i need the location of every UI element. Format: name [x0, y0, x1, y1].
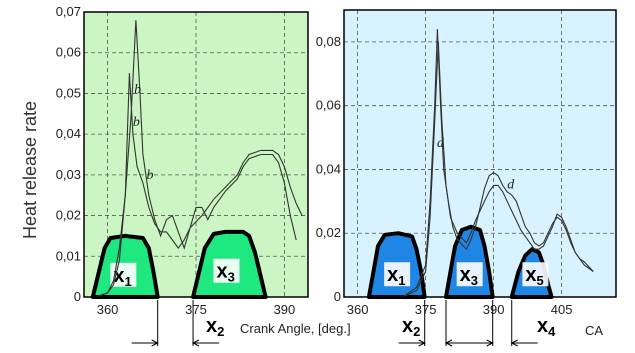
right-xtick-2: 390: [483, 302, 505, 317]
left-ytick-2: 0,02: [56, 208, 81, 223]
right-ytick-4: 0,08: [316, 34, 341, 49]
left-gap-x2-label: x2: [206, 315, 224, 339]
right-curve-label-1-0: d: [437, 136, 445, 151]
right-ytick-0: 0: [334, 289, 341, 304]
right-combustion-segments: x1 x3 x5: [366, 224, 554, 299]
left-curve-label-1-0: b: [134, 82, 141, 97]
right-segment-x3-label-bg: [456, 262, 483, 287]
right-curves: dd: [402, 29, 594, 298]
right-gap-x4-arrow-in: [466, 339, 494, 347]
left-ytick-4: 0,04: [56, 126, 81, 141]
right-xtick-1: 375: [415, 302, 437, 317]
left-xtick-1: 375: [185, 302, 207, 317]
left-gap-x2-arrow-in: [131, 339, 159, 347]
right-gap-x4-arrow-out: [510, 339, 538, 347]
left-gap-x2-arrow-out: [191, 339, 220, 347]
left-xtick-0: 360: [97, 302, 119, 317]
left-xtick-2: 390: [274, 302, 296, 317]
left-plot-frame: [83, 11, 309, 298]
right-segment-x1-label-bg: [384, 262, 411, 287]
left-ytick-1: 0,01: [56, 248, 81, 263]
left-ytick-7: 0,07: [56, 4, 81, 19]
right-xtick-3: 405: [551, 302, 573, 317]
left-ytick-0: 0: [74, 289, 81, 304]
right-plot-frame: [343, 9, 617, 298]
right-gap-x2-arrow-in: [398, 339, 426, 347]
left-segment-x3-label-bg: [213, 258, 240, 283]
x-axis-label: Crank Angle, [deg.]: [240, 321, 351, 336]
left-curve-label-2-1: b: [146, 168, 153, 183]
right-gridlines: [344, 10, 616, 297]
left-chart-panel: x1 x3 b b b 360 375 390 0 0,01 0,02 0,03 0,04 0,05 0…: [56, 4, 309, 317]
right-curve-1: [402, 29, 594, 298]
right-xtick-0: 360: [347, 302, 369, 317]
left-curve-2: [95, 73, 303, 298]
right-curve-label-1-1: d: [507, 178, 515, 193]
right-segment-x5-label-bg: [522, 262, 549, 287]
left-ytick-3: 0,03: [56, 167, 81, 182]
right-ytick-2: 0,04: [316, 161, 341, 176]
left-combustion-segments: x1 x3: [90, 229, 268, 299]
left-ytick-5: 0,05: [56, 85, 81, 100]
ca-label: CA: [585, 323, 603, 338]
left-curves: b b b: [95, 20, 303, 298]
right-ytick-1: 0,02: [316, 225, 341, 240]
left-curve-label-2-0: b: [133, 115, 140, 130]
y-axis-label: Heat release rate: [20, 101, 40, 239]
left-tick-labels: 360 375 390 0 0,01 0,02 0,03 0,04 0,05 0,06 0,07: [56, 4, 296, 317]
right-tick-labels: 360 375 390 405 0 0,02 0,04 0,06 0,08: [316, 34, 573, 317]
left-ytick-6: 0,06: [56, 45, 81, 60]
right-ytick-3: 0,06: [316, 98, 341, 113]
right-gap-x4-label: x4: [537, 315, 556, 339]
right-gap-x2-label: x2: [402, 315, 420, 339]
right-curve-2: [402, 41, 594, 298]
